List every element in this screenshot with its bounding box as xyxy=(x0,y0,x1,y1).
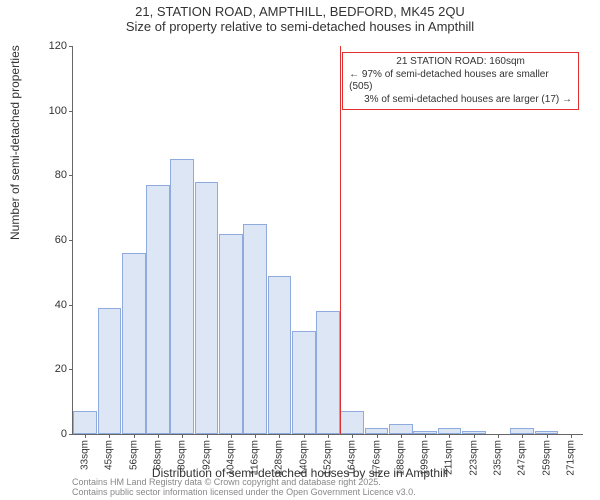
x-tick-mark xyxy=(85,434,86,438)
attribution-line-2: Contains public sector information licen… xyxy=(72,488,416,498)
annotation-line-3: 3% of semi-detached houses are larger (1… xyxy=(349,94,572,107)
y-tick-mark xyxy=(69,240,73,241)
reference-line xyxy=(340,46,341,434)
histogram-bar xyxy=(170,159,194,434)
y-tick-mark xyxy=(69,111,73,112)
x-tick-mark xyxy=(304,434,305,438)
x-tick-mark xyxy=(109,434,110,438)
x-tick-mark xyxy=(158,434,159,438)
y-tick-mark xyxy=(69,434,73,435)
annotation-line-1: 21 STATION ROAD: 160sqm xyxy=(349,56,572,69)
chart-title: 21, STATION ROAD, AMPTHILL, BEDFORD, MK4… xyxy=(0,4,600,34)
histogram-bar xyxy=(268,276,292,434)
histogram-bar xyxy=(195,182,219,434)
x-tick-mark xyxy=(474,434,475,438)
x-tick-mark xyxy=(134,434,135,438)
chart-container: 21, STATION ROAD, AMPTHILL, BEDFORD, MK4… xyxy=(0,0,600,500)
x-tick-mark xyxy=(352,434,353,438)
histogram-bar xyxy=(98,308,122,434)
histogram-bar xyxy=(122,253,146,434)
x-tick-mark xyxy=(425,434,426,438)
histogram-bar xyxy=(146,185,170,434)
title-line-2: Size of property relative to semi-detach… xyxy=(0,19,600,34)
x-tick-mark xyxy=(547,434,548,438)
x-tick-mark xyxy=(328,434,329,438)
x-tick-mark xyxy=(377,434,378,438)
histogram-bar xyxy=(219,234,243,434)
histogram-bar xyxy=(340,411,364,434)
x-tick-mark xyxy=(207,434,208,438)
x-tick-mark xyxy=(522,434,523,438)
y-tick-mark xyxy=(69,305,73,306)
histogram-bar xyxy=(243,224,267,434)
x-tick-mark xyxy=(571,434,572,438)
histogram-bar xyxy=(292,331,316,434)
histogram-bar xyxy=(316,311,340,434)
x-tick-mark xyxy=(498,434,499,438)
histogram-bar xyxy=(73,411,97,434)
plot-area: 21 STATION ROAD: 160sqm ← 97% of semi-de… xyxy=(72,46,583,435)
x-tick-mark xyxy=(255,434,256,438)
y-axis-label: Number of semi-detached properties xyxy=(8,45,22,240)
y-tick-mark xyxy=(69,175,73,176)
x-tick-mark xyxy=(279,434,280,438)
x-tick-mark xyxy=(182,434,183,438)
x-tick-mark xyxy=(401,434,402,438)
x-tick-mark xyxy=(449,434,450,438)
annotation-box: 21 STATION ROAD: 160sqm ← 97% of semi-de… xyxy=(342,52,579,110)
title-line-1: 21, STATION ROAD, AMPTHILL, BEDFORD, MK4… xyxy=(0,4,600,19)
annotation-line-2: ← 97% of semi-detached houses are smalle… xyxy=(349,69,572,94)
x-tick-mark xyxy=(231,434,232,438)
attribution: Contains HM Land Registry data © Crown c… xyxy=(72,478,416,498)
histogram-bar xyxy=(389,424,413,434)
y-tick-mark xyxy=(69,46,73,47)
y-tick-mark xyxy=(69,369,73,370)
